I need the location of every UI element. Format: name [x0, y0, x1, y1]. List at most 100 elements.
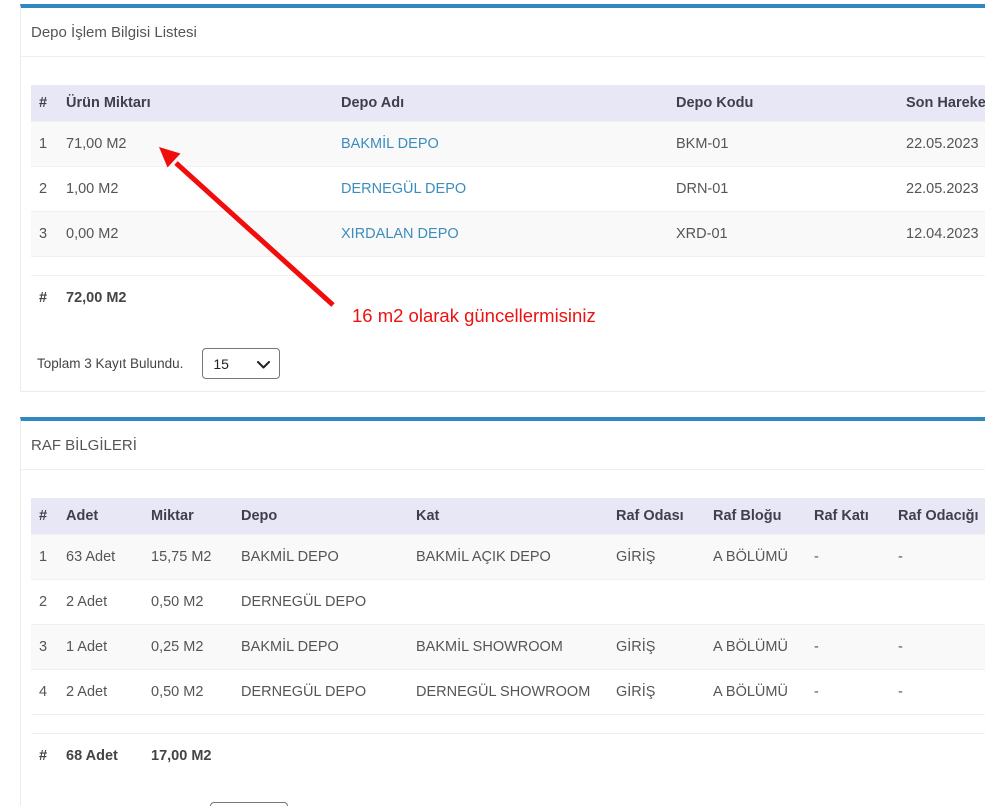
- cell-urun-miktari: 0,00 M2: [58, 211, 333, 257]
- total-label: #: [31, 275, 58, 320]
- cell-raf-odasi: GİRİŞ: [608, 534, 705, 580]
- total-row: # 68 Adet 17,00 M2: [31, 733, 985, 778]
- cell-raf-kati: [806, 579, 890, 625]
- total-adet: 68 Adet: [58, 733, 143, 778]
- panel-body: # Ürün Miktarı Depo Adı Depo Kodu Son Ha…: [21, 57, 985, 391]
- cell-adet: 2 Adet: [58, 669, 143, 715]
- column-header-raf-kati: Raf Katı: [806, 498, 890, 535]
- cell-depo: DERNEGÜL DEPO: [233, 669, 408, 715]
- cell-raf-odasi: GİRİŞ: [608, 624, 705, 670]
- total-miktar: 17,00 M2: [143, 733, 233, 778]
- cell-index: 4: [31, 669, 58, 715]
- total-miktar: 72,00 M2: [58, 275, 333, 320]
- cell-adet: 63 Adet: [58, 534, 143, 580]
- pager: 15: [37, 802, 985, 806]
- cell-index: 3: [31, 211, 58, 257]
- table-row: 1 63 Adet 15,75 M2 BAKMİL DEPO BAKMİL AÇ…: [31, 534, 985, 580]
- cell-index: 1: [31, 534, 58, 580]
- column-header-urun-miktari: Ürün Miktarı: [58, 85, 333, 122]
- cell-raf-blogu: A BÖLÜMÜ: [705, 534, 806, 580]
- cell-index: 1: [31, 121, 58, 167]
- table-row: 2 1,00 M2 DERNEGÜL DEPO DRN-01 22.05.202…: [31, 166, 985, 212]
- cell-kat: DERNEGÜL SHOWROOM: [408, 669, 608, 715]
- cell-son-hareket: 12.04.2023: [898, 211, 985, 257]
- cell-raf-kati: -: [806, 534, 890, 580]
- column-header-miktar: Miktar: [143, 498, 233, 535]
- page-size-select-box: 15: [202, 348, 281, 379]
- cell-raf-odacigi: -: [890, 669, 985, 715]
- cell-miktar: 0,50 M2: [143, 579, 233, 625]
- cell-miktar: 15,75 M2: [143, 534, 233, 580]
- total-label: #: [31, 733, 58, 778]
- pager: Toplam 3 Kayıt Bulundu. 15: [37, 348, 985, 379]
- table-row: 4 2 Adet 0,50 M2 DERNEGÜL DEPO DERNEGÜL …: [31, 669, 985, 715]
- spacer-row: [31, 256, 985, 276]
- cell-adet: 2 Adet: [58, 579, 143, 625]
- column-header-adet: Adet: [58, 498, 143, 535]
- column-header-depo-kodu: Depo Kodu: [668, 85, 898, 122]
- column-header-raf-odacigi: Raf Odacığı: [890, 498, 985, 535]
- shelf-info-panel: RAF BİLGİLERİ # Adet Miktar Depo Kat Raf…: [20, 417, 985, 806]
- cell-miktar: 0,25 M2: [143, 624, 233, 670]
- cell-kat: BAKMİL SHOWROOM: [408, 624, 608, 670]
- cell-adet: 1 Adet: [58, 624, 143, 670]
- cell-raf-blogu: A BÖLÜMÜ: [705, 669, 806, 715]
- cell-miktar: 0,50 M2: [143, 669, 233, 715]
- cell-depo-adi: BAKMİL DEPO: [333, 121, 668, 167]
- cell-index: 2: [31, 579, 58, 625]
- cell-depo-adi: XIRDALAN DEPO: [333, 211, 668, 257]
- annotation-text: 16 m2 olarak güncellermisiniz: [352, 305, 596, 326]
- cell-kat: [408, 579, 608, 625]
- cell-depo: DERNEGÜL DEPO: [233, 579, 408, 625]
- cell-raf-kati: -: [806, 624, 890, 670]
- cell-raf-kati: -: [806, 669, 890, 715]
- page-size-select-box: 15: [210, 802, 288, 806]
- spacer-row: [31, 714, 985, 734]
- cell-son-hareket: 22.05.2023: [898, 166, 985, 212]
- table-row: 3 1 Adet 0,25 M2 BAKMİL DEPO BAKMİL SHOW…: [31, 624, 985, 670]
- cell-index: 3: [31, 624, 58, 670]
- cell-raf-odacigi: -: [890, 534, 985, 580]
- table-header-row: # Adet Miktar Depo Kat Raf Odası Raf Blo…: [31, 498, 985, 535]
- depot-link[interactable]: XIRDALAN DEPO: [341, 226, 459, 242]
- column-header-index: #: [31, 498, 58, 535]
- cell-raf-blogu: A BÖLÜMÜ: [705, 624, 806, 670]
- cell-raf-odacigi: -: [890, 624, 985, 670]
- column-header-son-hareket: Son Hareke: [898, 85, 985, 122]
- cell-raf-odacigi: [890, 579, 985, 625]
- cell-depo: BAKMİL DEPO: [233, 534, 408, 580]
- cell-raf-odasi: GİRİŞ: [608, 669, 705, 715]
- panel-body: # Adet Miktar Depo Kat Raf Odası Raf Blo…: [21, 470, 985, 806]
- page-size-select[interactable]: 15: [203, 349, 280, 378]
- column-header-depo-adi: Depo Adı: [333, 85, 668, 122]
- cell-son-hareket: 22.05.2023: [898, 121, 985, 167]
- table-row: 3 0,00 M2 XIRDALAN DEPO XRD-01 12.04.202…: [31, 211, 985, 257]
- column-header-kat: Kat: [408, 498, 608, 535]
- cell-kat: BAKMİL AÇIK DEPO: [408, 534, 608, 580]
- warehouse-transactions-table: # Ürün Miktarı Depo Adı Depo Kodu Son Ha…: [31, 85, 985, 320]
- page-size-select[interactable]: 15: [211, 803, 287, 806]
- shelf-info-table: # Adet Miktar Depo Kat Raf Odası Raf Blo…: [31, 498, 985, 778]
- cell-depo-kodu: BKM-01: [668, 121, 898, 167]
- table-row: 2 2 Adet 0,50 M2 DERNEGÜL DEPO: [31, 579, 985, 625]
- depot-link[interactable]: DERNEGÜL DEPO: [341, 181, 467, 197]
- cell-depo-adi: DERNEGÜL DEPO: [333, 166, 668, 212]
- depot-link[interactable]: BAKMİL DEPO: [341, 136, 439, 152]
- record-count-label: Toplam 3 Kayıt Bulundu.: [37, 356, 184, 371]
- column-header-raf-blogu: Raf Bloğu: [705, 498, 806, 535]
- table-row: 1 71,00 M2 BAKMİL DEPO BKM-01 22.05.2023: [31, 121, 985, 167]
- panel-title: RAF BİLGİLERİ: [21, 421, 985, 470]
- column-header-depo: Depo: [233, 498, 408, 535]
- cell-depo: BAKMİL DEPO: [233, 624, 408, 670]
- table-header-row: # Ürün Miktarı Depo Adı Depo Kodu Son Ha…: [31, 85, 985, 122]
- warehouse-transactions-panel: Depo İşlem Bilgisi Listesi # Ürün Miktar…: [20, 4, 985, 392]
- cell-urun-miktari: 71,00 M2: [58, 121, 333, 167]
- cell-depo-kodu: DRN-01: [668, 166, 898, 212]
- column-header-index: #: [31, 85, 58, 122]
- cell-raf-odasi: [608, 579, 705, 625]
- column-header-raf-odasi: Raf Odası: [608, 498, 705, 535]
- cell-index: 2: [31, 166, 58, 212]
- cell-depo-kodu: XRD-01: [668, 211, 898, 257]
- panel-title: Depo İşlem Bilgisi Listesi: [21, 8, 985, 57]
- cell-raf-blogu: [705, 579, 806, 625]
